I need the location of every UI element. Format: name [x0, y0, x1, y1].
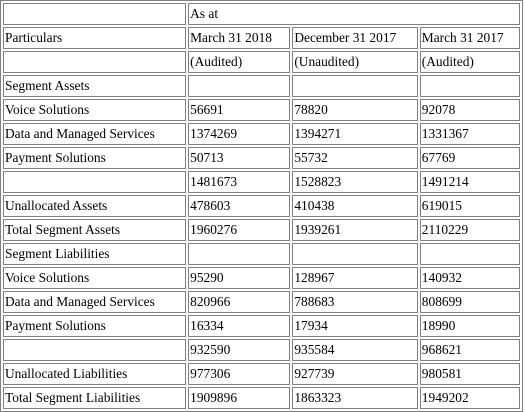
row-value [292, 243, 418, 265]
row-value: 1374269 [188, 123, 291, 145]
row-value: 1939261 [292, 219, 418, 241]
row-label: Unallocated Liabilities [3, 363, 187, 385]
row-label [3, 171, 187, 193]
row-value: 2110229 [419, 219, 520, 241]
row-label: Unallocated Assets [3, 195, 187, 217]
row-value: 55732 [292, 147, 418, 169]
header-row-audit: (Audited) (Unaudited) (Audited) [3, 51, 520, 73]
row-label: Total Segment Assets [3, 219, 187, 241]
row-label: Voice Solutions [3, 99, 187, 121]
row-value: 18990 [419, 315, 520, 337]
table-row: Voice Solutions 56691 78820 92078 [3, 99, 520, 121]
row-value: 1909896 [188, 387, 291, 409]
row-value: 788683 [292, 291, 418, 313]
row-label: Segment Assets [3, 75, 187, 97]
row-value: 927739 [292, 363, 418, 385]
row-value: 932590 [188, 339, 291, 361]
period-header-3: March 31 2017 [419, 27, 520, 49]
row-value: 140932 [419, 267, 520, 289]
audit-status-3: (Audited) [419, 51, 520, 73]
header-row-periods: Particulars March 31 2018 December 31 20… [3, 27, 520, 49]
table-row: Total Segment Assets 1960276 1939261 211022… [3, 219, 520, 241]
row-value: 128967 [292, 267, 418, 289]
row-value: 95290 [188, 267, 291, 289]
row-value [419, 243, 520, 265]
row-value: 56691 [188, 99, 291, 121]
table-row: 1481673 1528823 1491214 [3, 171, 520, 193]
table-row: Segment Assets [3, 75, 520, 97]
table-row: 932590 935584 968621 [3, 339, 520, 361]
row-label: Segment Liabilities [3, 243, 187, 265]
row-value: 1481673 [188, 171, 291, 193]
row-value: 1331367 [419, 123, 520, 145]
row-value: 820966 [188, 291, 291, 313]
row-value: 808699 [419, 291, 520, 313]
row-value: 17934 [292, 315, 418, 337]
particulars-header: Particulars [3, 27, 187, 49]
row-value: 977306 [188, 363, 291, 385]
period-header-1: March 31 2018 [188, 27, 291, 49]
row-value [419, 75, 520, 97]
row-value: 92078 [419, 99, 520, 121]
row-label: Payment Solutions [3, 315, 187, 337]
table-row: Voice Solutions 95290 128967 140932 [3, 267, 520, 289]
row-value: 478603 [188, 195, 291, 217]
table-row: Total Segment Liabilities 1909896 1863323 1… [3, 387, 520, 409]
row-value [188, 243, 291, 265]
row-value: 410438 [292, 195, 418, 217]
period-header-2: December 31 2017 [292, 27, 418, 49]
segment-table-body: As at Particulars March 31 2018 December… [3, 3, 520, 409]
row-value: 1528823 [292, 171, 418, 193]
row-value: 78820 [292, 99, 418, 121]
table-row: Data and Managed Services 820966 788683 808… [3, 291, 520, 313]
table-row: Payment Solutions 16334 17934 18990 [3, 315, 520, 337]
audit-status-1: (Audited) [188, 51, 291, 73]
row-value: 935584 [292, 339, 418, 361]
table-row: Unallocated Liabilities 977306 927739 98058… [3, 363, 520, 385]
row-value: 1394271 [292, 123, 418, 145]
table-row: Data and Managed Services 1374269 1394271 1… [3, 123, 520, 145]
row-value [292, 75, 418, 97]
row-value: 67769 [419, 147, 520, 169]
row-value: 1491214 [419, 171, 520, 193]
row-label: Data and Managed Services [3, 123, 187, 145]
header-empty-cell [3, 51, 187, 73]
as-at-header: As at [188, 3, 520, 25]
table-row: Segment Liabilities [3, 243, 520, 265]
row-label: Data and Managed Services [3, 291, 187, 313]
row-label [3, 339, 187, 361]
header-empty-cell [3, 3, 187, 25]
row-value [188, 75, 291, 97]
row-value: 1960276 [188, 219, 291, 241]
row-value: 619015 [419, 195, 520, 217]
audit-status-2: (Unaudited) [292, 51, 418, 73]
row-label: Payment Solutions [3, 147, 187, 169]
row-value: 968621 [419, 339, 520, 361]
row-label: Voice Solutions [3, 267, 187, 289]
table-row: Payment Solutions 50713 55732 67769 [3, 147, 520, 169]
row-value: 50713 [188, 147, 291, 169]
row-label: Total Segment Liabilities [3, 387, 187, 409]
header-row-as-at: As at [3, 3, 520, 25]
row-value: 1949202 [419, 387, 520, 409]
row-value: 16334 [188, 315, 291, 337]
row-value: 980581 [419, 363, 520, 385]
table-row: Unallocated Assets 478603 410438 619015 [3, 195, 520, 217]
row-value: 1863323 [292, 387, 418, 409]
